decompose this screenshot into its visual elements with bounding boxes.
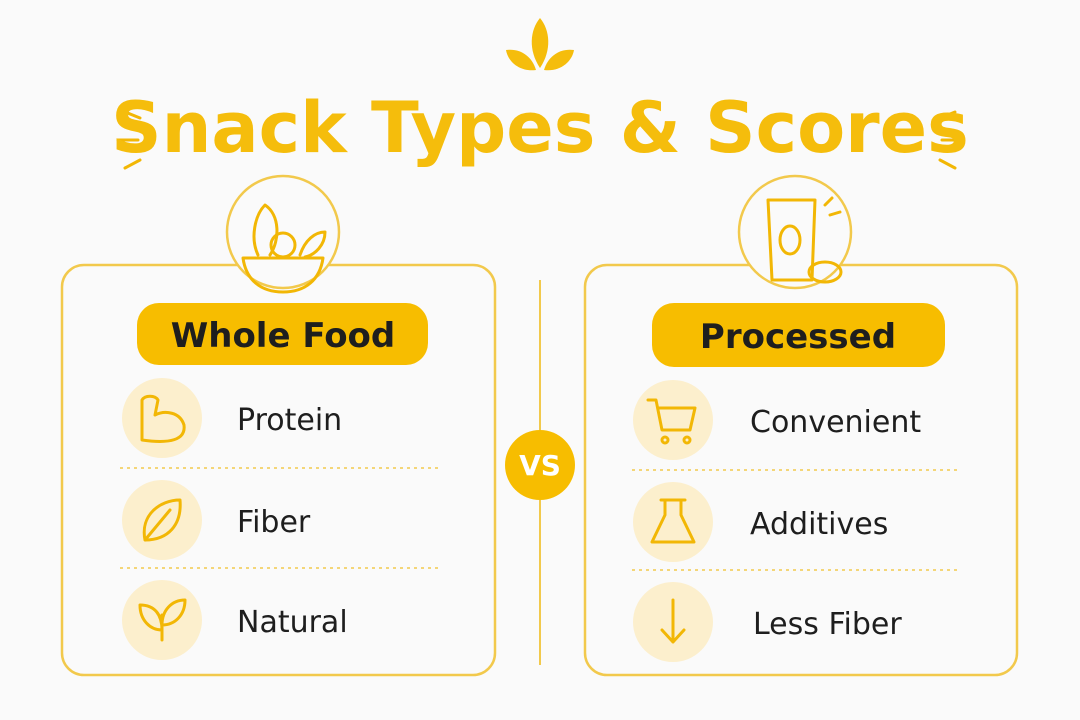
label-pill <box>652 303 945 367</box>
title: Snack Types & Scores <box>111 87 969 169</box>
bowl-icon <box>241 203 327 294</box>
vs-badge <box>505 430 575 500</box>
item: Additives <box>750 507 888 542</box>
card-icon <box>737 174 853 290</box>
label-pill <box>137 303 428 365</box>
vs-text: VS <box>519 449 561 482</box>
leaf-icon <box>506 18 574 71</box>
label: Processed <box>700 317 896 357</box>
item: Fiber <box>237 505 311 540</box>
item: Natural <box>237 605 348 640</box>
item: Convenient <box>750 405 921 440</box>
label: Whole Food <box>171 316 396 356</box>
sparkles <box>116 110 964 170</box>
item-icons <box>633 380 713 662</box>
item: Protein <box>237 403 342 438</box>
item-icons <box>122 378 202 660</box>
item: Less Fiber <box>753 607 902 642</box>
chips-icon <box>766 196 843 284</box>
